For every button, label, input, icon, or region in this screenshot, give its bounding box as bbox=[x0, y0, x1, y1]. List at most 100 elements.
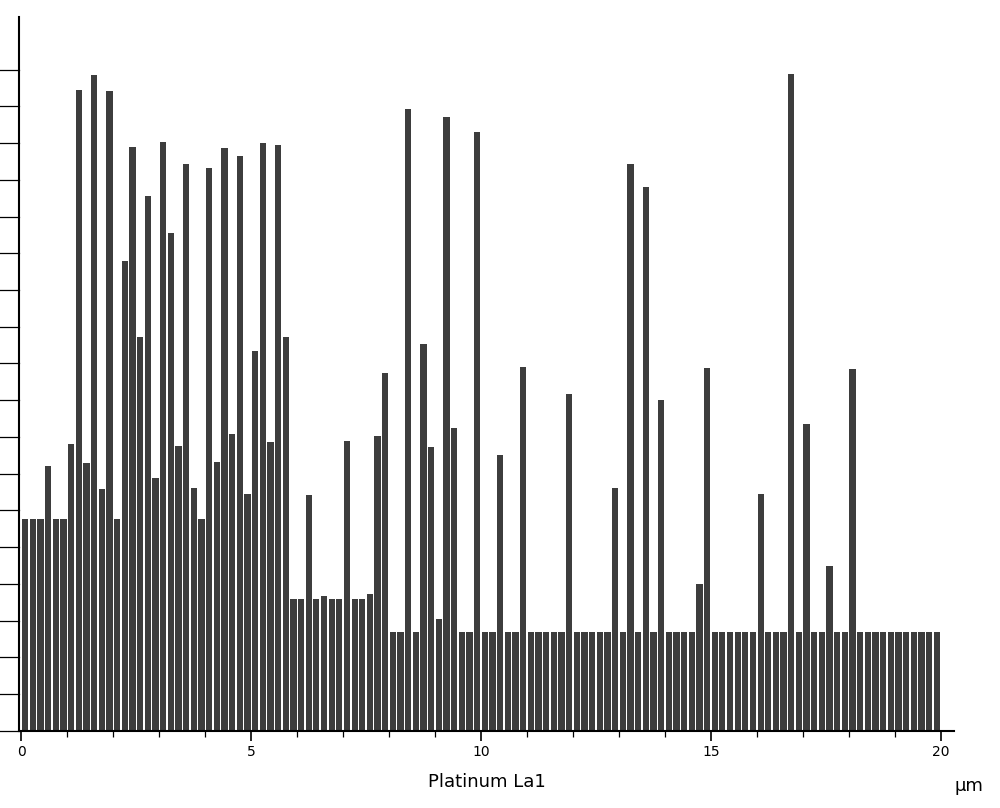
Bar bbox=[183, 164, 189, 731]
Bar bbox=[267, 442, 274, 731]
Bar bbox=[872, 632, 879, 731]
Bar bbox=[83, 463, 90, 731]
Bar bbox=[106, 91, 113, 731]
Bar bbox=[505, 632, 511, 731]
Bar bbox=[589, 632, 595, 731]
Bar bbox=[298, 599, 304, 731]
Bar bbox=[918, 632, 925, 731]
Bar bbox=[826, 566, 833, 731]
Bar bbox=[37, 520, 44, 731]
Bar bbox=[765, 632, 771, 731]
Bar bbox=[175, 446, 182, 731]
Bar bbox=[45, 466, 51, 731]
Bar bbox=[329, 599, 335, 731]
Bar bbox=[543, 632, 549, 731]
Bar bbox=[712, 632, 718, 731]
Bar bbox=[727, 632, 733, 731]
Bar bbox=[60, 520, 67, 731]
Bar bbox=[865, 632, 871, 731]
Bar bbox=[129, 147, 136, 731]
Bar bbox=[780, 632, 787, 731]
Bar bbox=[313, 599, 319, 731]
Bar bbox=[428, 447, 434, 731]
Bar bbox=[788, 74, 794, 731]
Bar bbox=[512, 632, 519, 731]
Bar bbox=[374, 436, 381, 731]
Bar bbox=[260, 143, 266, 731]
Bar bbox=[681, 632, 687, 731]
Text: μm: μm bbox=[954, 777, 983, 795]
Bar bbox=[934, 632, 940, 731]
Bar bbox=[635, 632, 641, 731]
Bar bbox=[811, 632, 817, 731]
Bar bbox=[413, 632, 419, 731]
Bar bbox=[627, 165, 634, 731]
Bar bbox=[367, 594, 373, 731]
Bar bbox=[520, 367, 526, 731]
Bar bbox=[735, 632, 741, 731]
Bar bbox=[91, 75, 97, 731]
Bar bbox=[842, 632, 848, 731]
Bar bbox=[696, 584, 703, 731]
Bar bbox=[397, 632, 404, 731]
Bar bbox=[497, 455, 503, 731]
Bar bbox=[99, 489, 105, 731]
Bar bbox=[275, 145, 281, 731]
Bar bbox=[926, 632, 932, 731]
Bar bbox=[911, 632, 917, 731]
Bar bbox=[122, 262, 128, 731]
Bar bbox=[597, 632, 603, 731]
Bar bbox=[796, 632, 802, 731]
Bar bbox=[566, 393, 572, 731]
Bar bbox=[551, 632, 557, 731]
Bar bbox=[803, 424, 810, 731]
Bar bbox=[336, 599, 342, 731]
Bar bbox=[306, 494, 312, 731]
Bar bbox=[673, 632, 680, 731]
Bar bbox=[390, 632, 396, 731]
Bar bbox=[857, 632, 863, 731]
Bar bbox=[574, 632, 580, 731]
Bar bbox=[68, 444, 74, 731]
Bar bbox=[612, 488, 618, 731]
Bar bbox=[443, 117, 450, 731]
Bar bbox=[290, 599, 297, 731]
Bar bbox=[152, 478, 159, 731]
Bar bbox=[474, 133, 480, 731]
Bar bbox=[321, 596, 327, 731]
Bar bbox=[206, 168, 212, 731]
Bar bbox=[535, 632, 542, 731]
Bar bbox=[658, 400, 664, 731]
Bar bbox=[903, 632, 909, 731]
Bar bbox=[558, 632, 565, 731]
Bar bbox=[451, 428, 457, 731]
Bar bbox=[145, 196, 151, 731]
Bar bbox=[773, 632, 779, 731]
Bar bbox=[30, 520, 36, 731]
Bar bbox=[382, 373, 388, 731]
Bar bbox=[359, 599, 365, 731]
Bar bbox=[742, 632, 748, 731]
Bar bbox=[436, 619, 442, 731]
Bar bbox=[604, 632, 611, 731]
Bar bbox=[620, 632, 626, 731]
Bar bbox=[834, 632, 840, 731]
Bar bbox=[666, 632, 672, 731]
Bar bbox=[819, 632, 825, 731]
Bar bbox=[198, 520, 205, 731]
Bar bbox=[581, 632, 588, 731]
Bar bbox=[252, 351, 258, 731]
Bar bbox=[758, 494, 764, 731]
Bar bbox=[283, 337, 289, 731]
Bar bbox=[689, 632, 695, 731]
Bar bbox=[160, 142, 166, 731]
Bar bbox=[643, 187, 649, 731]
Bar bbox=[895, 632, 902, 731]
Bar bbox=[237, 156, 243, 731]
Bar bbox=[244, 494, 251, 731]
Bar bbox=[849, 368, 856, 731]
Bar bbox=[405, 109, 411, 731]
Bar bbox=[344, 441, 350, 731]
Bar bbox=[22, 520, 28, 731]
Bar bbox=[719, 632, 725, 731]
